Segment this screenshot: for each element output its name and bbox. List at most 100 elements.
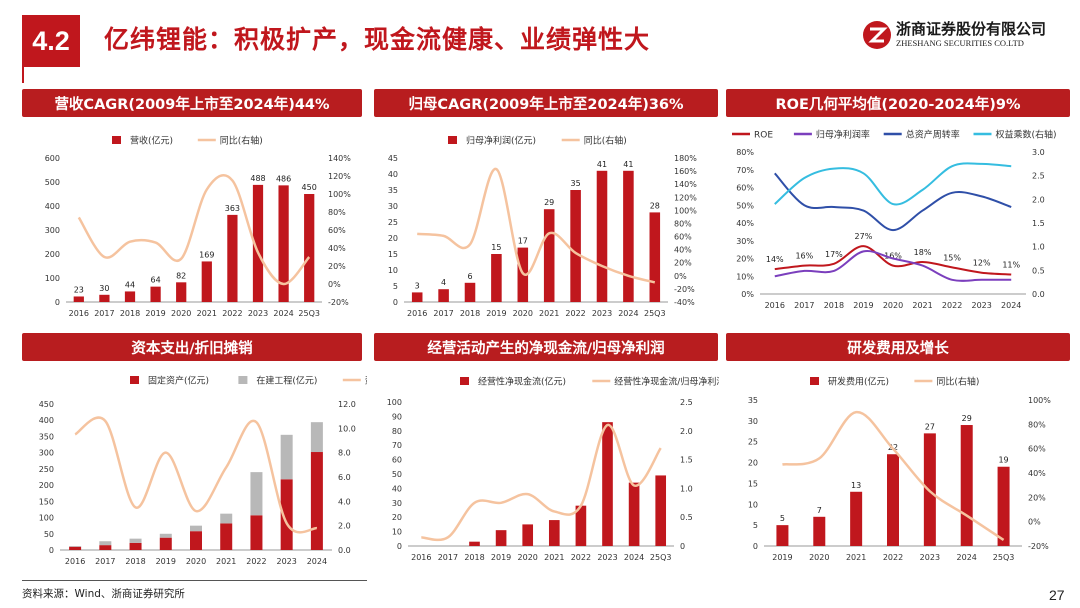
x-tick-label: 2024: [624, 553, 644, 562]
y-tick-label: 300: [39, 449, 54, 458]
chart-rnd: 0 5 10 15 20 25 30 35 -20% 0% 20% 40% 60% 80% 100% 2019…: [726, 364, 1071, 574]
data-label: 13: [851, 481, 861, 490]
x-tick-label: 2022: [571, 553, 591, 562]
data-label: 15%: [943, 253, 961, 262]
bar: [628, 482, 640, 546]
bar: [220, 523, 233, 550]
data-label: 5: [780, 514, 785, 523]
data-label: 6: [467, 272, 472, 281]
legend-label: 研发费用(亿元): [828, 376, 889, 388]
bar: [813, 516, 826, 546]
y2-tick-label: 1.5: [680, 456, 693, 465]
bar: [73, 296, 84, 302]
bar: [655, 475, 667, 546]
y-tick-label: 500: [45, 178, 60, 187]
x-tick-label: 2020: [513, 309, 533, 318]
panel-header-capex: 资本支出/折旧摊销: [22, 333, 362, 361]
legend-label: 经营性净现金流/归母净利润(右轴): [614, 376, 719, 388]
y-tick-label: 20: [392, 513, 402, 522]
bar: [280, 479, 293, 550]
y-tick-label: 45: [388, 154, 398, 163]
chart-roe: 0% 10% 20% 30% 40% 50% 60% 70% 80% 0.0 0.5 1.0 1.5 2.…: [726, 120, 1071, 330]
y2-tick-label: 2.5: [680, 398, 693, 407]
y-tick-label: 15: [388, 250, 398, 259]
x-tick-label: 2024: [618, 309, 638, 318]
y2-tick-label: 100%: [1028, 396, 1051, 405]
x-tick-label: 2020: [518, 553, 538, 562]
y-tick-label: 40: [392, 484, 402, 493]
y-tick-label: 60%: [736, 184, 754, 193]
section-badge: 4.2: [22, 15, 80, 67]
stack-bar: [190, 525, 202, 532]
data-label: 450: [302, 183, 317, 192]
stack-bar: [220, 513, 233, 524]
y-tick-label: 0: [397, 542, 402, 551]
data-label: 27%: [855, 232, 873, 241]
bar: [124, 291, 136, 302]
legend-label: 归母净利润(亿元): [466, 135, 536, 147]
stack-bar: [310, 422, 323, 453]
stack-bar: [280, 434, 293, 480]
x-tick-label: 2019: [491, 553, 511, 562]
stack-bar: [99, 541, 112, 546]
x-tick-label: 2016: [65, 557, 85, 566]
y2-tick-label: 1.5: [1032, 219, 1045, 228]
x-tick-label: 2023: [592, 309, 612, 318]
y2-tick-label: -20%: [1028, 542, 1049, 551]
page-title: 亿纬锂能：积极扩产，现金流健康、业绩弹性大: [104, 25, 651, 54]
data-label: 19: [998, 456, 1008, 465]
data-label: 27: [925, 422, 935, 431]
data-label: 15: [491, 243, 501, 252]
x-tick-label: 2017: [438, 553, 458, 562]
y-tick-label: 450: [39, 400, 54, 409]
y2-tick-label: 60%: [1028, 445, 1046, 454]
y2-tick-label: 2.0: [680, 427, 693, 436]
x-tick-label: 2020: [883, 301, 903, 310]
data-label: 169: [199, 250, 214, 259]
y2-tick-label: 2.0: [338, 522, 351, 531]
footer-source: 资料来源：Wind、浙商证券研究所: [22, 588, 185, 600]
y-tick-label: 0: [753, 542, 758, 551]
data-label: 41: [623, 160, 633, 169]
bar: [99, 294, 110, 302]
y-tick-label: 25: [388, 218, 398, 227]
y2-tick-label: 10.0: [338, 424, 356, 433]
y2-tick-label: 180%: [674, 154, 697, 163]
bar: [776, 525, 789, 546]
y-tick-label: 15: [748, 479, 758, 488]
y-tick-label: 35: [748, 396, 758, 405]
bar: [596, 170, 608, 302]
y-tick-label: 0: [49, 546, 54, 555]
y-tick-label: 400: [39, 416, 54, 425]
x-tick-label: 2018: [120, 309, 140, 318]
bar: [997, 466, 1010, 546]
y2-tick-label: 80%: [328, 208, 346, 217]
legend-bar-swatch: [810, 377, 819, 385]
x-tick-label: 2023: [920, 553, 940, 562]
y2-tick-label: 2.0: [1032, 195, 1045, 204]
legend-label: 总资产周转率: [906, 129, 960, 141]
y-tick-label: 30: [748, 417, 758, 426]
line-series: [74, 416, 318, 534]
legend-label: 资本支出/折旧摊销(右轴): [365, 375, 367, 387]
x-tick-label: 2017: [794, 301, 814, 310]
bar: [150, 286, 161, 302]
y-tick-label: 80: [392, 427, 402, 436]
y-tick-label: 40%: [736, 219, 754, 228]
y-tick-label: 80%: [736, 148, 754, 157]
y-tick-label: 30: [388, 202, 398, 211]
x-tick-label: 2022: [246, 557, 266, 566]
legend-bar-swatch: [112, 136, 121, 144]
data-label: 64: [151, 276, 161, 285]
data-label: 17%: [825, 250, 843, 259]
chart-net-profit: 0 5 10 15 20 25 30 35 40 45 -40% -20% 0% 20% 40% 60% 80%…: [374, 120, 719, 330]
y2-tick-label: 80%: [1028, 420, 1046, 429]
bar: [159, 537, 172, 550]
line-series: [421, 423, 662, 542]
y2-tick-label: 20%: [1028, 493, 1046, 502]
y2-tick-label: 120%: [674, 193, 697, 202]
x-tick-label: 2018: [824, 301, 844, 310]
y-tick-label: 0%: [741, 290, 754, 299]
panel-header-roe: ROE几何平均值(2020-2024年)9%: [726, 89, 1070, 117]
line-series: [774, 162, 1012, 206]
